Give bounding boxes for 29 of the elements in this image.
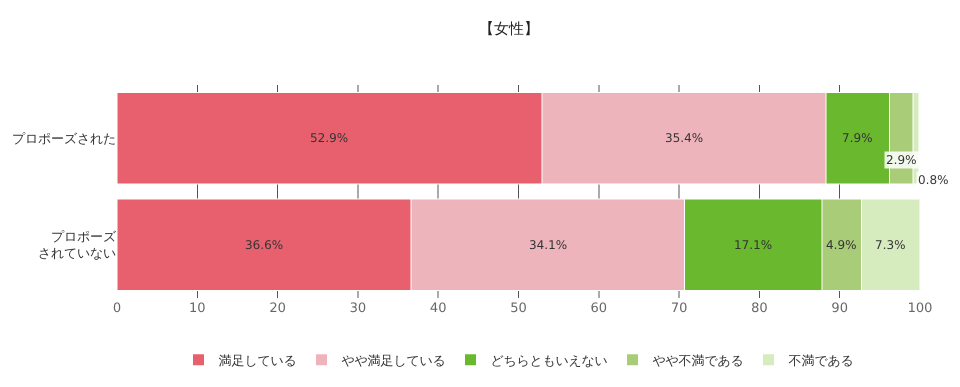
x-tick-label: 70 bbox=[670, 301, 688, 316]
data-label: 52.9% bbox=[310, 131, 348, 145]
y-tick-label: プロポーズされていない bbox=[38, 230, 117, 262]
data-label: 17.1% bbox=[734, 238, 772, 252]
x-tick-label: 50 bbox=[510, 301, 527, 316]
x-tick-label: 40 bbox=[430, 301, 446, 316]
data-label: 35.4% bbox=[665, 131, 704, 145]
x-tick-label: 90 bbox=[831, 301, 848, 316]
data-label: 7.3% bbox=[875, 238, 906, 252]
x-tick-label: 100 bbox=[908, 301, 932, 316]
x-tick-label: 80 bbox=[751, 301, 768, 316]
x-tick-label: 30 bbox=[350, 301, 366, 316]
data-label: 34.1% bbox=[529, 238, 568, 252]
x-tick-label: 20 bbox=[269, 301, 286, 316]
legend-label: どちらともいえない bbox=[490, 354, 608, 369]
data-label: 7.9% bbox=[842, 131, 872, 145]
chart-title: 【女性】 bbox=[478, 20, 539, 38]
legend-label: やや不満である bbox=[652, 354, 744, 369]
x-tick-label: 0 bbox=[112, 301, 122, 316]
data-label: 36.6% bbox=[245, 238, 284, 252]
legend-label: 不満である bbox=[788, 354, 854, 369]
legend-label: 満足している bbox=[218, 354, 296, 369]
x-tick-label: 10 bbox=[189, 301, 206, 316]
data-label: 2.9% bbox=[886, 153, 916, 167]
x-tick-label: 60 bbox=[590, 301, 608, 316]
data-label: 4.9% bbox=[826, 238, 856, 252]
y-tick-label: プロポーズされた bbox=[12, 132, 116, 147]
data-label: 0.8% bbox=[918, 173, 948, 187]
legend-label: やや満足している bbox=[342, 354, 446, 369]
